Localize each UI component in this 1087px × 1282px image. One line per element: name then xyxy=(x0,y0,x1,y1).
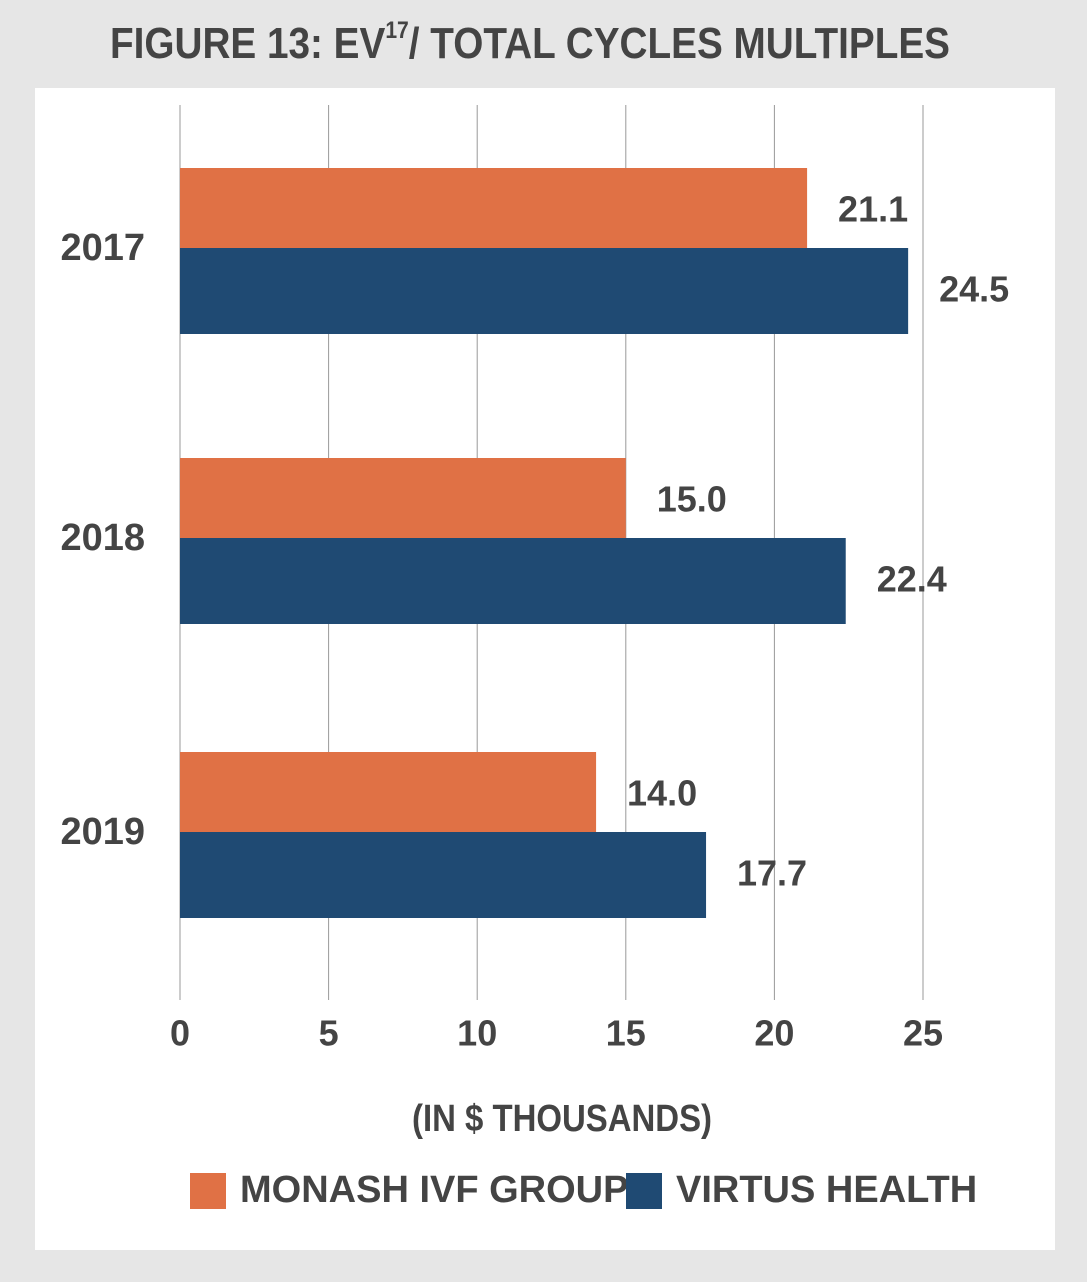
value-label: 15.0 xyxy=(657,479,727,520)
legend-label: VIRTUS HEALTH xyxy=(676,1169,977,1211)
x-tick-label: 25 xyxy=(903,1013,943,1054)
bar xyxy=(180,752,597,832)
x-tick-label: 5 xyxy=(319,1013,339,1054)
legend-swatch xyxy=(190,1173,226,1209)
value-label: 24.5 xyxy=(939,269,1009,310)
x-axis-label: (IN $ THOUSANDS) xyxy=(412,1098,712,1140)
bar xyxy=(180,538,846,624)
value-label: 21.1 xyxy=(838,189,908,230)
bar xyxy=(180,168,808,248)
value-label: 17.7 xyxy=(737,853,807,894)
title-part: FIGURE 13: EV xyxy=(110,19,386,68)
title-part: / TOTAL CYCLES MULTIPLES xyxy=(409,19,950,68)
legend-swatch xyxy=(626,1173,662,1209)
title-superscript: 17 xyxy=(385,17,408,44)
bar xyxy=(180,832,707,918)
x-tick-label: 20 xyxy=(754,1013,794,1054)
y-tick-label: 2019 xyxy=(60,811,145,853)
x-tick-label: 0 xyxy=(170,1013,190,1054)
chart-title: FIGURE 13: EV17/ TOTAL CYCLES MULTIPLES xyxy=(110,17,950,67)
plot: 0 5 10 15 20 25 2017 21.1 24.5 2018 15.0 22.4 2019 14… xyxy=(60,105,1009,1211)
bar xyxy=(180,458,626,538)
y-tick-label: 2018 xyxy=(60,517,145,559)
value-label: 22.4 xyxy=(877,559,947,600)
value-label: 14.0 xyxy=(627,773,697,814)
x-tick-label: 15 xyxy=(606,1013,646,1054)
x-tick-label: 10 xyxy=(457,1013,497,1054)
y-tick-label: 2017 xyxy=(60,227,145,269)
legend-label: MONASH IVF GROUP xyxy=(240,1169,628,1211)
bar xyxy=(180,248,909,334)
